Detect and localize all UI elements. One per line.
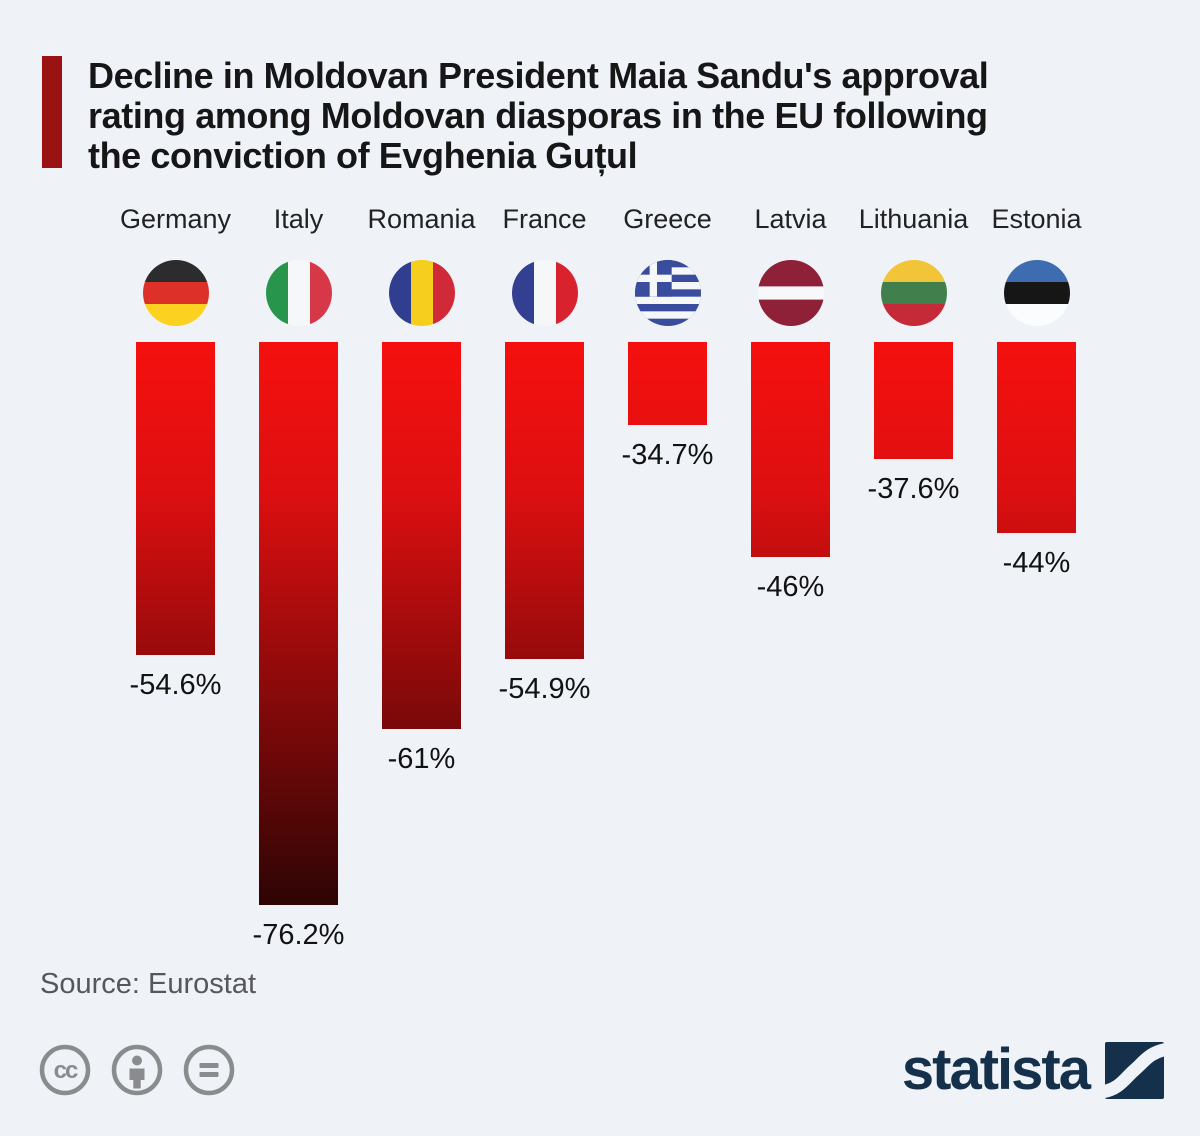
france-flag-icon bbox=[511, 260, 578, 326]
statista-logo-text: statista bbox=[901, 1037, 1091, 1102]
value-label: -76.2% bbox=[252, 919, 345, 951]
country-label: France bbox=[502, 204, 587, 234]
country-label: Italy bbox=[273, 204, 324, 234]
country-label: Germany bbox=[119, 204, 232, 234]
source-note: Source: Eurostat bbox=[40, 968, 256, 1000]
chart-column-italy: Italy -76.2% bbox=[237, 202, 360, 951]
germany-flag-icon bbox=[142, 260, 209, 326]
italy-flag-icon bbox=[265, 260, 332, 326]
statista-brand: statista bbox=[902, 1040, 1164, 1100]
value-label: -54.6% bbox=[129, 669, 222, 701]
chart-title: Decline in Moldovan President Maia Sandu… bbox=[88, 55, 989, 176]
value-label: -46% bbox=[756, 571, 825, 603]
bar-latvia bbox=[751, 342, 830, 557]
country-label: Estonia bbox=[991, 204, 1082, 234]
bar-greece bbox=[628, 342, 707, 425]
value-label: -54.9% bbox=[498, 673, 591, 705]
attribution-icon bbox=[111, 1044, 163, 1096]
romania-flag-icon bbox=[388, 260, 455, 326]
cc-icon: cc bbox=[39, 1044, 91, 1096]
country-label: Greece bbox=[623, 204, 712, 234]
bar-france bbox=[505, 342, 584, 659]
bar-germany bbox=[136, 342, 215, 655]
title-accent-bar bbox=[42, 56, 62, 168]
chart-column-estonia: Estonia -44% bbox=[975, 202, 1098, 951]
chart-column-latvia: Latvia -46% bbox=[729, 202, 852, 951]
chart-title-line: Decline in Moldovan President Maia Sandu… bbox=[88, 55, 989, 96]
chart-title-line: rating among Moldovan diasporas in the E… bbox=[88, 95, 988, 136]
lithuania-flag-icon bbox=[880, 260, 947, 326]
value-label: -44% bbox=[1002, 547, 1071, 579]
statista-logo-mark bbox=[1105, 1041, 1164, 1099]
title-block: Decline in Moldovan President Maia Sandu… bbox=[42, 55, 989, 176]
value-label: -34.7% bbox=[621, 439, 714, 471]
latvia-flag-icon bbox=[757, 260, 824, 326]
svg-text:cc: cc bbox=[54, 1057, 78, 1084]
bar-italy bbox=[259, 342, 338, 905]
license-icons: cc bbox=[39, 1044, 235, 1096]
greece-flag-icon bbox=[634, 260, 701, 326]
bar-estonia bbox=[997, 342, 1076, 533]
chart-column-lithuania: Lithuania -37.6% bbox=[852, 202, 975, 951]
chart-title-line: the conviction of Evghenia Guțul bbox=[88, 135, 638, 176]
estonia-flag-icon bbox=[1003, 260, 1070, 326]
value-label: -37.6% bbox=[867, 473, 960, 505]
country-label: Lithuania bbox=[858, 204, 969, 234]
chart-column-france: France -54.9% bbox=[483, 202, 606, 951]
country-label: Romania bbox=[367, 204, 476, 234]
bar-lithuania bbox=[874, 342, 953, 459]
equals-icon bbox=[183, 1044, 235, 1096]
bar-romania bbox=[382, 342, 461, 729]
chart-column-germany: Germany -54.6% bbox=[114, 202, 237, 951]
country-label: Latvia bbox=[754, 204, 827, 234]
chart-column-greece: Greece -34.7% bbox=[606, 202, 729, 951]
bar-chart: Germany -54.6% Italy -76.2% Romania -61% Franc… bbox=[114, 202, 1098, 951]
value-label: -61% bbox=[387, 743, 456, 775]
chart-column-romania: Romania -61% bbox=[360, 202, 483, 951]
